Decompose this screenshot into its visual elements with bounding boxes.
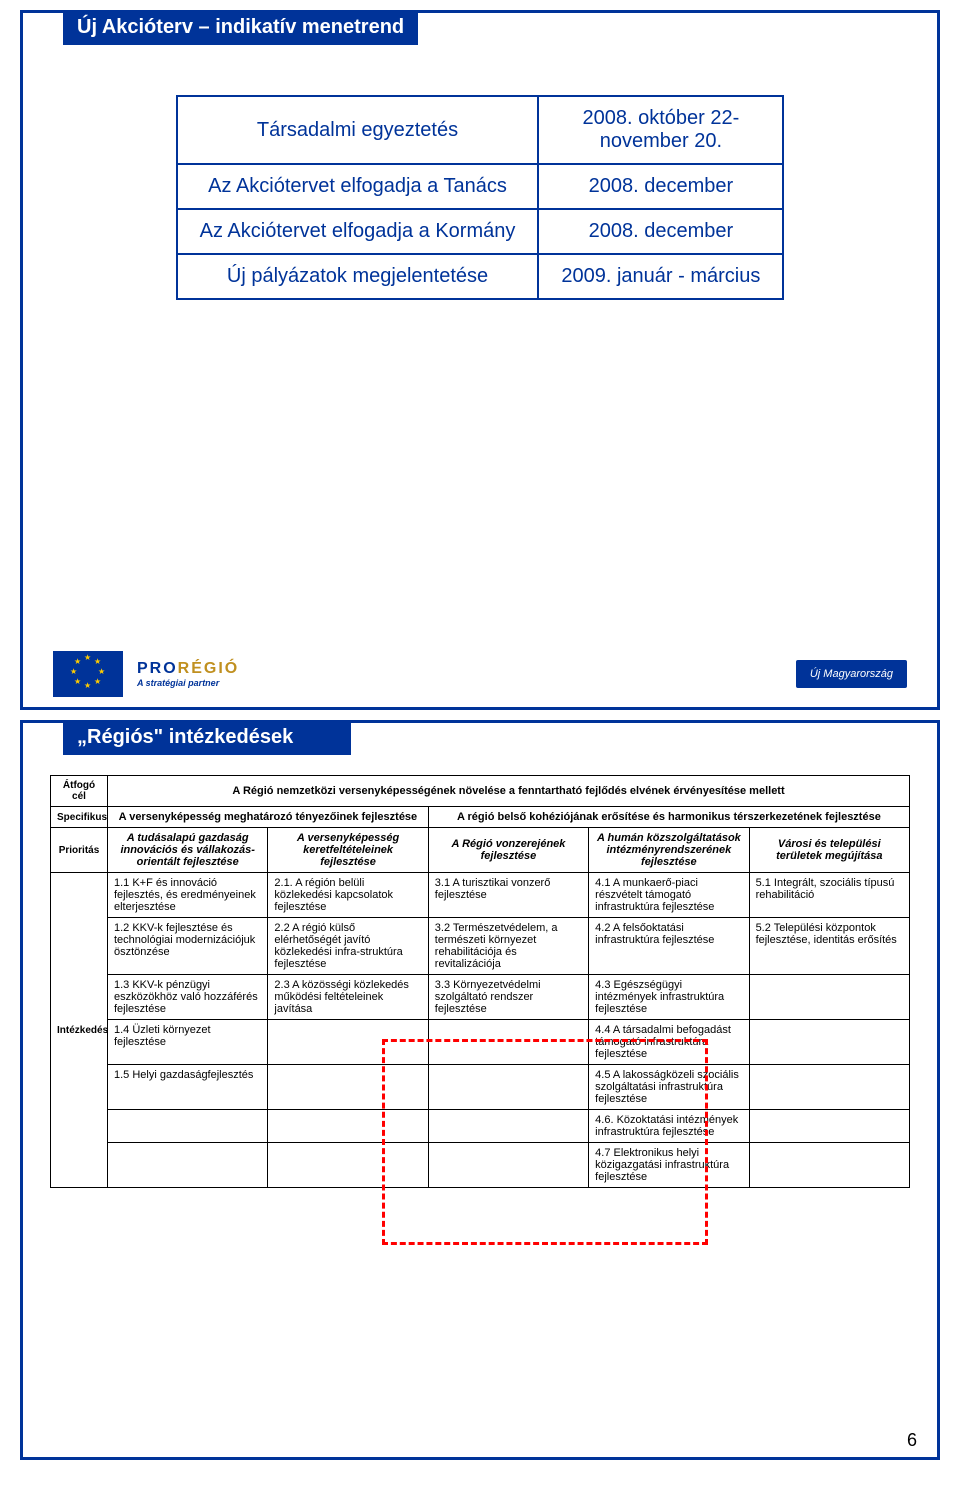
cell	[428, 1020, 588, 1065]
spec2: A régió belső kohéziójának erősítése és …	[428, 807, 909, 828]
schedule-date: 2009. január - március	[538, 254, 783, 299]
schedule-event: Az Akciótervet elfogadja a Kormány	[177, 209, 539, 254]
slide-1: Új Akcióterv – indikatív menetrend Társa…	[20, 10, 940, 710]
cell	[268, 1143, 428, 1188]
row-label-intezkedes: Intézkedés	[51, 873, 108, 1188]
cell	[268, 1020, 428, 1065]
cell: 1.2 KKV-k fejlesztése és technológiai mo…	[108, 918, 268, 975]
cell	[749, 1110, 909, 1143]
cell: 4.6. Közoktatási intézmények infrastrukt…	[589, 1110, 749, 1143]
prio-1: A tudásalapú gazdaság innovációs és váll…	[108, 828, 268, 873]
cell	[108, 1143, 268, 1188]
pro-regio-logo: PRORÉGIÓ A stratégiai partner	[137, 660, 239, 688]
cell	[749, 1065, 909, 1110]
cell: 3.3 Környezetvédelmi szolgáltató rendsze…	[428, 975, 588, 1020]
cell: 4.2 A felsőoktatási infrastruktúra fejle…	[589, 918, 749, 975]
cell: 4.1 A munkaerő-piaci részvételt támogató…	[589, 873, 749, 918]
matrix-table: Átfogó cél A Régió nemzetközi versenykép…	[50, 775, 910, 1188]
schedule-event: Új pályázatok megjelentetése	[177, 254, 539, 299]
schedule-table: Társadalmi egyeztetés 2008. október 22- …	[176, 95, 785, 300]
cell	[268, 1110, 428, 1143]
uj-magyarorszag-logo: Új Magyarország	[796, 660, 907, 688]
table-row: Társadalmi egyeztetés 2008. október 22- …	[177, 96, 784, 164]
logo-pro-text: PRO	[137, 660, 178, 677]
cell	[108, 1110, 268, 1143]
schedule-date: 2008. december	[538, 209, 783, 254]
cell	[428, 1065, 588, 1110]
schedule-date: 2008. december	[538, 164, 783, 209]
cell: 5.2 Települési központok fejlesztése, id…	[749, 918, 909, 975]
cell: 1.5 Helyi gazdaságfejlesztés	[108, 1065, 268, 1110]
cell: 1.4 Üzleti környezet fejlesztése	[108, 1020, 268, 1065]
slide2-title: „Régiós" intézkedések	[63, 720, 351, 755]
table-row: Az Akciótervet elfogadja a Tanács 2008. …	[177, 164, 784, 209]
cell: 1.1 K+F és innováció fejlesztés, és ered…	[108, 873, 268, 918]
cell: 5.1 Integrált, szociális típusú rehabili…	[749, 873, 909, 918]
cell	[749, 1143, 909, 1188]
cell: 2.3 A közösségi közlekedés működési felt…	[268, 975, 428, 1020]
prio-4: A humán közszolgáltatások intézményrends…	[589, 828, 749, 873]
spec1: A versenyképesség meghatározó tényezőine…	[108, 807, 429, 828]
cell: 4.7 Elektronikus helyi közigazgatási inf…	[589, 1143, 749, 1188]
cell	[428, 1110, 588, 1143]
schedule-date: 2008. október 22- november 20.	[538, 96, 783, 164]
logo-regio-text: RÉGIÓ	[178, 660, 240, 677]
cell	[268, 1065, 428, 1110]
prio-2: A versenyképesség keretfeltételeinek fej…	[268, 828, 428, 873]
cell: 4.5 A lakosságközeli szociális szolgálta…	[589, 1065, 749, 1110]
prio-5: Városi és települési területek megújítás…	[749, 828, 909, 873]
cell: 4.3 Egészségügyi intézmények infrastrukt…	[589, 975, 749, 1020]
cell: 3.1 A turisztikai vonzerő fejlesztése	[428, 873, 588, 918]
cell: 3.2 Természetvédelem, a természeti körny…	[428, 918, 588, 975]
eu-flag-icon: ★★ ★★ ★★ ★★	[53, 651, 123, 697]
cell: 1.3 KKV-k pénzügyi eszközökhöz való hozz…	[108, 975, 268, 1020]
schedule-event: Társadalmi egyeztetés	[177, 96, 539, 164]
logo-row: ★★ ★★ ★★ ★★ PRORÉGIÓ A stratégiai partne…	[53, 651, 907, 697]
cell: 2.1. A régión belüli közlekedési kapcsol…	[268, 873, 428, 918]
atfogo-text: A Régió nemzetközi versenyképességének n…	[108, 776, 910, 807]
row-label-specifikus: Specifikus	[51, 807, 108, 828]
slide1-title: Új Akcióterv – indikatív menetrend	[63, 10, 418, 45]
cell	[428, 1143, 588, 1188]
schedule-event: Az Akciótervet elfogadja a Tanács	[177, 164, 539, 209]
cell: 4.4 A társadalmi befogadást támogató inf…	[589, 1020, 749, 1065]
row-label-prioritas: Prioritás	[51, 828, 108, 873]
cell: 2.2 A régió külső elérhetőségét javító k…	[268, 918, 428, 975]
row-label-atfogo: Átfogó cél	[51, 776, 108, 807]
prio-3: A Régió vonzerejének fejlesztése	[428, 828, 588, 873]
table-row: Az Akciótervet elfogadja a Kormány 2008.…	[177, 209, 784, 254]
logo-sub-text: A stratégiai partner	[137, 678, 239, 688]
cell	[749, 1020, 909, 1065]
page-number: 6	[907, 1430, 917, 1451]
cell	[749, 975, 909, 1020]
table-row: Új pályázatok megjelentetése 2009. januá…	[177, 254, 784, 299]
slide-2: „Régiós" intézkedések Átfogó cél A Régió…	[20, 720, 940, 1460]
